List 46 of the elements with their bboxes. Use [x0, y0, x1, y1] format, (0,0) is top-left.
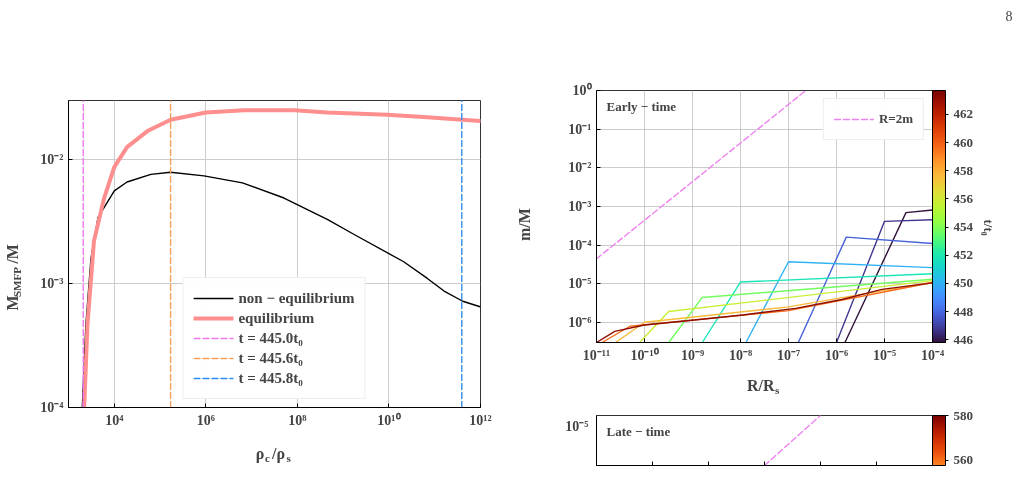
annotation: Late − time — [606, 423, 671, 439]
color-bar-label: 458 — [953, 162, 974, 178]
x-tick-label: 10⁸ — [288, 412, 307, 428]
color-bar-title: t/t₀ — [981, 219, 996, 236]
legend-label: R=2m — [878, 111, 913, 127]
y-tick-label: 10⁻⁵ — [568, 276, 592, 292]
x-tick-label: 10⁻⁹ — [680, 347, 705, 363]
x-tick-label: 10⁻⁵ — [872, 347, 897, 363]
color-bar-label: 456 — [953, 190, 974, 206]
annotation: Early − time — [606, 98, 677, 114]
y-tick-label: 10⁻⁴ — [40, 400, 65, 415]
color-bar-label: 450 — [953, 275, 973, 291]
y-tick-label: 10⁻⁶ — [568, 314, 592, 330]
color-bar-label: 560 — [953, 452, 973, 468]
legend-label: equilibrium — [238, 309, 315, 327]
x-tick-label: 10⁻⁷ — [776, 347, 801, 363]
y-tick-label: 10⁻² — [40, 152, 64, 168]
y-tick-label: 10⁻³ — [40, 276, 64, 292]
x-tick-label: 10¹² — [469, 412, 492, 428]
y-tick-label: 10⁻³ — [568, 198, 592, 214]
y-tick-label: 10⁰ — [572, 82, 592, 98]
legend-label: t = 445.0t₀ — [238, 329, 303, 347]
y-axis-title: MSMFP/M — [4, 244, 24, 311]
color-bar-label: 452 — [953, 247, 973, 263]
x-tick-label: 10⁻⁸ — [728, 347, 753, 363]
x-tick-label: 10⁻¹¹ — [582, 347, 611, 363]
legend-label: t = 445.8t₀ — [238, 369, 303, 387]
text: 8 — [1005, 8, 1013, 24]
y-tick-label: 10⁻² — [568, 160, 592, 176]
y-tick-label: 10⁻¹ — [568, 121, 592, 137]
color-bar-label: 460 — [953, 134, 973, 150]
x-tick-label: 10¹⁰ — [377, 411, 401, 428]
color-bar-label: 454 — [953, 219, 974, 235]
color-bar-label: 448 — [953, 303, 974, 319]
color-bar-label: 580 — [953, 407, 973, 423]
y-tick-label: 10⁻⁴ — [568, 237, 593, 253]
legend-label: t = 445.6t₀ — [238, 349, 303, 367]
x-tick-label: 10⁴ — [105, 412, 125, 428]
color-bar-label: 462 — [953, 106, 973, 122]
x-tick-label: 10⁻¹⁰ — [630, 346, 659, 363]
y-axis-title: m/M — [516, 208, 533, 242]
x-tick-label: 10⁶ — [196, 412, 215, 428]
x-tick-label: 10⁻⁶ — [824, 347, 849, 363]
color-bar-label: 446 — [953, 331, 974, 347]
x-tick-label: 10⁻⁴ — [920, 347, 945, 363]
legend-label: non − equilibrium — [238, 289, 355, 307]
